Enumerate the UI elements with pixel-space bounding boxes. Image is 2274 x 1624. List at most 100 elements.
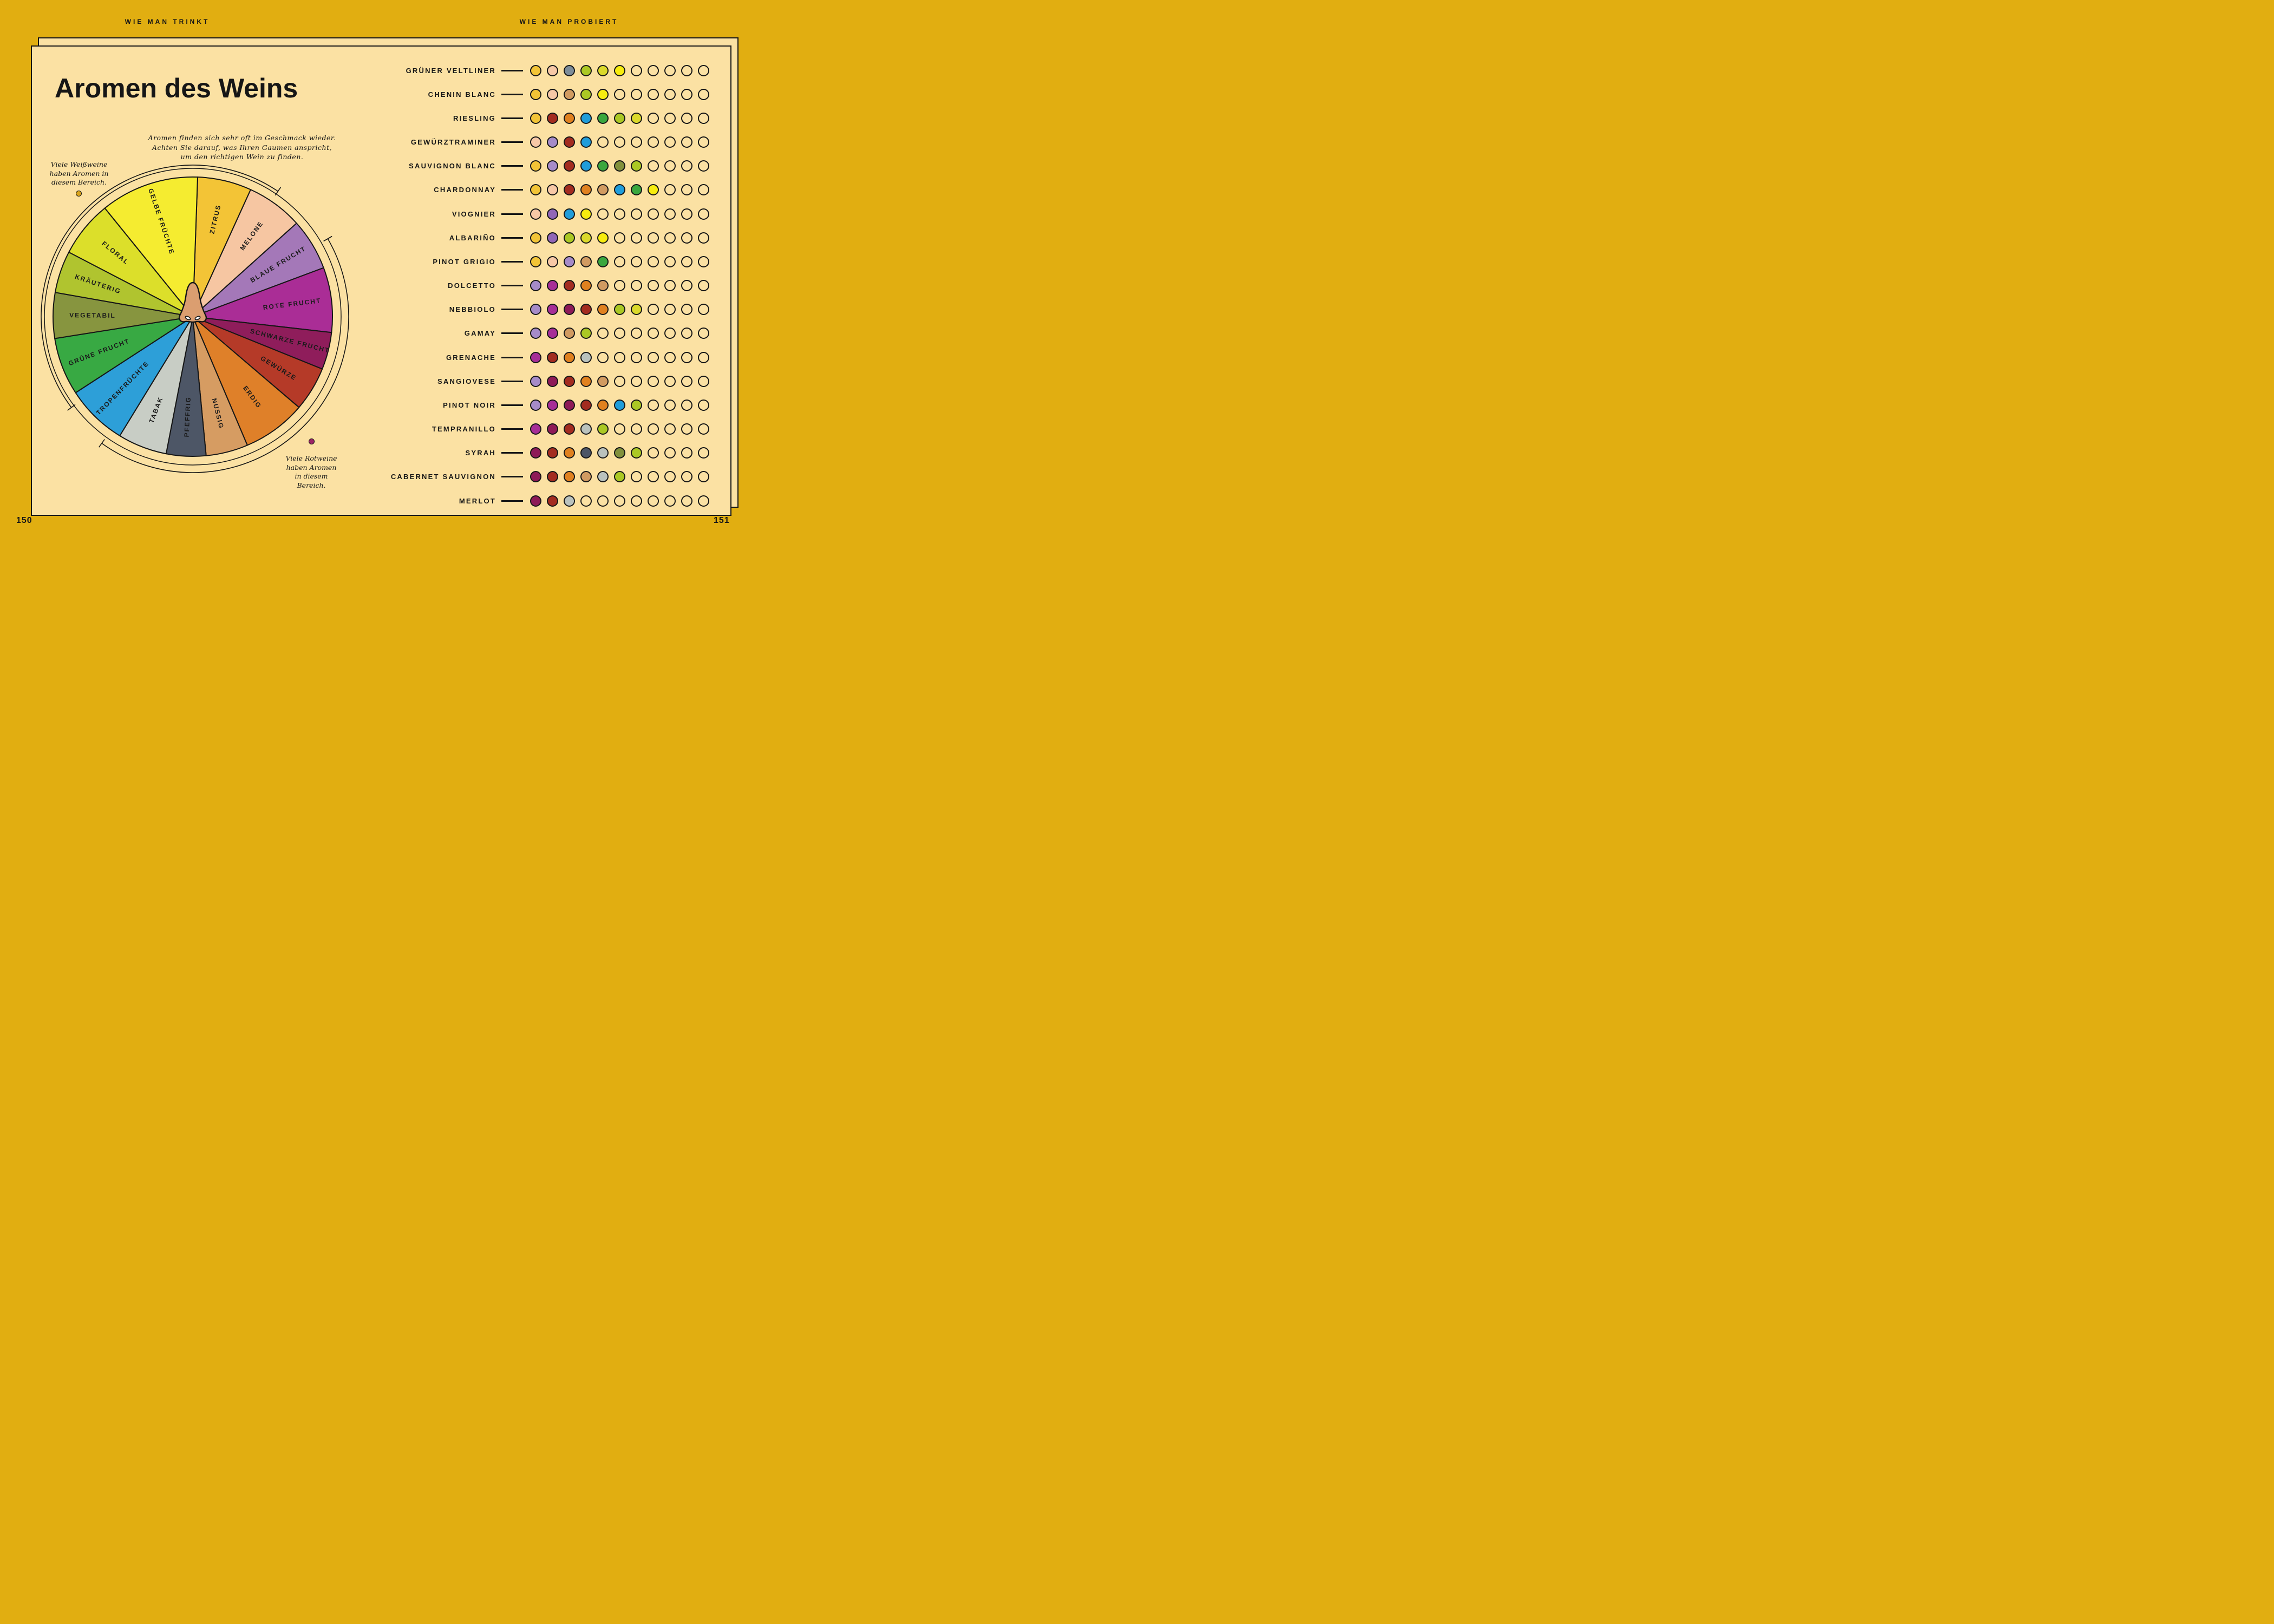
aroma-dot-filled [564, 351, 575, 363]
wine-row: GRENACHE [379, 350, 726, 364]
aroma-dot-filled [530, 471, 541, 483]
aroma-dot-empty [698, 256, 709, 267]
aroma-dot-empty [648, 88, 659, 100]
aroma-dot-empty [664, 304, 676, 316]
aroma-dot-empty [648, 423, 659, 435]
aroma-dot-empty [614, 136, 625, 148]
aroma-dot-empty [648, 447, 659, 459]
aroma-dot-empty [681, 136, 692, 148]
aroma-dots [530, 375, 715, 387]
aroma-dot-empty [631, 232, 642, 244]
wine-row: RIESLING [379, 111, 726, 125]
aroma-dot-empty [648, 399, 659, 411]
aroma-dot-empty [698, 88, 709, 100]
aroma-dot-empty [580, 495, 592, 507]
aroma-dot-filled [564, 256, 575, 267]
aroma-dot-filled [564, 64, 575, 76]
aroma-dots [530, 88, 715, 100]
aroma-dots [530, 256, 715, 267]
running-head-right: WIE MAN PROBIERT [519, 18, 619, 25]
aroma-dot-empty [681, 375, 692, 387]
note-line: Bereich. [297, 481, 326, 489]
wine-name-label: GAMAY [464, 329, 496, 338]
wine-row: DOLCETTO [379, 279, 726, 293]
aroma-dot-empty [698, 495, 709, 507]
aroma-dot-empty [648, 112, 659, 124]
aroma-dot-empty [664, 160, 676, 172]
label-dash [501, 93, 523, 95]
aroma-dot-filled [564, 136, 575, 148]
aroma-dot-filled [580, 375, 592, 387]
label-dash [501, 69, 523, 71]
aroma-dot-empty [614, 232, 625, 244]
aroma-dot-filled [631, 160, 642, 172]
label-dash [501, 141, 523, 143]
wine-row: SAUVIGNON BLANC [379, 159, 726, 173]
aroma-dot-filled [547, 256, 558, 267]
aroma-dot-empty [631, 328, 642, 339]
aroma-dot-filled [631, 447, 642, 459]
label-dash [501, 428, 523, 430]
aroma-dot-empty [648, 280, 659, 292]
aroma-dot-empty [597, 208, 609, 220]
aroma-dot-filled [614, 112, 625, 124]
wheel-segment [75, 316, 193, 436]
aroma-dot-filled [530, 423, 541, 435]
aroma-dot-filled [597, 399, 609, 411]
aroma-dot-filled [580, 208, 592, 220]
aroma-dot-empty [698, 208, 709, 220]
nose-icon [178, 281, 207, 323]
label-dash [501, 260, 523, 263]
aroma-dot-filled [597, 232, 609, 244]
aroma-dot-empty [698, 423, 709, 435]
aroma-dot-filled [530, 351, 541, 363]
aroma-dot-filled [614, 399, 625, 411]
wine-name-label: PINOT NOIR [443, 401, 496, 409]
wine-name-label: GRENACHE [446, 353, 496, 362]
aroma-dot-empty [664, 184, 676, 196]
aroma-dot-empty [631, 351, 642, 363]
wine-name-label: GEWÜRZTRAMINER [410, 138, 496, 146]
aroma-dot-filled [614, 160, 625, 172]
wine-name-label: VIOGNIER [452, 209, 496, 218]
aroma-dot-empty [698, 304, 709, 316]
aroma-dot-filled [614, 471, 625, 483]
aroma-dot-empty [664, 447, 676, 459]
aroma-dot-empty [631, 280, 642, 292]
nostril [194, 316, 201, 320]
aroma-dot-filled [530, 232, 541, 244]
aroma-dot-empty [664, 112, 676, 124]
aroma-dots [530, 112, 715, 124]
wine-row: PINOT GRIGIO [379, 254, 726, 269]
aroma-dot-filled [580, 399, 592, 411]
wine-row: GRÜNER VELTLINER [379, 63, 726, 77]
aroma-dot-empty [631, 495, 642, 507]
wine-name-label: GRÜNER VELTLINER [406, 66, 496, 75]
aroma-dot-filled [530, 112, 541, 124]
label-dash [501, 165, 523, 167]
note-line: Viele Rotweine [285, 454, 337, 462]
aroma-dot-empty [698, 280, 709, 292]
aroma-dot-empty [631, 256, 642, 267]
aroma-dot-filled [530, 328, 541, 339]
aroma-dot-empty [614, 280, 625, 292]
aroma-dot-empty [648, 304, 659, 316]
aroma-dots [530, 136, 715, 148]
label-dash [501, 189, 523, 191]
wine-name-label: SAUVIGNON BLANC [409, 162, 496, 171]
aroma-dot-filled [564, 328, 575, 339]
aroma-dot-filled [597, 423, 609, 435]
aroma-dot-filled [631, 184, 642, 196]
aroma-dot-empty [698, 232, 709, 244]
aroma-dots [530, 64, 715, 76]
aroma-dot-empty [681, 447, 692, 459]
wine-name-label: MERLOT [459, 496, 496, 505]
aroma-dot-empty [631, 375, 642, 387]
aroma-dot-filled [597, 447, 609, 459]
aroma-dot-empty [631, 208, 642, 220]
aroma-dot-empty [664, 232, 676, 244]
aroma-dot-empty [698, 471, 709, 483]
white-wine-note-dot [76, 191, 82, 197]
aroma-dot-filled [547, 328, 558, 339]
